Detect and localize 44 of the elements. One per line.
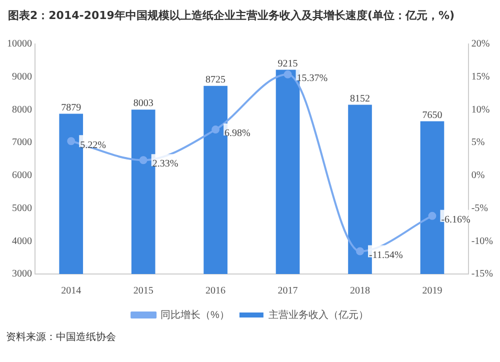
data-label: 2.33% [152,158,178,170]
y-tick-label: 4000 [12,236,32,247]
data-label: 8725 [206,74,226,86]
y-tick-label: 5000 [12,202,32,214]
legend-label: 同比增长（%） [160,308,230,321]
data-label: 6.98% [224,128,250,140]
point [67,137,76,146]
data-label: 9215 [278,58,298,70]
x-tick-label: 2015 [133,286,154,297]
y-tick-label: 10000 [7,38,32,50]
text: 资料来源：中国造纸协会 [5,330,117,344]
point [428,212,436,220]
point [212,126,220,134]
x-tick-label: 2017 [278,286,298,297]
data-label: -6.16% [441,214,470,226]
legend-label: 主营业务收入（亿元） [268,308,368,321]
x-tick-label: 2018 [350,286,370,297]
y-tick-label: 3000 [12,268,32,280]
point [356,247,364,256]
y-tick-label: 8000 [12,104,32,116]
data-label: 5.22% [80,140,106,151]
x-tick-label: 2014 [61,286,82,297]
data-label: 7879 [61,102,82,114]
y2-tick-label: 10% [471,104,490,116]
y2-tick-label: -15% [471,268,494,280]
y2-tick-label: 15% [471,71,490,82]
x-tick-label: 2016 [206,286,226,297]
y2-tick-label: 0% [471,170,485,182]
x-tick-label: 2019 [422,286,442,297]
data-label: -11.54% [369,250,403,261]
y2-tick-label: 20% [471,38,490,50]
y-tick-label: 9000 [12,71,32,82]
data-label: 7650 [422,110,442,121]
point [284,70,292,78]
chart-title: 图表2：2014-2019年中国规模以上造纸企业主营业务收入及其增长速度(单位：亿元，%) [7,8,456,24]
y2-tick-label: -10% [471,236,494,247]
data-label: 15.37% [296,73,328,84]
y2-tick-label: 5% [471,137,485,148]
data-label: 8152 [350,93,370,104]
point [139,156,148,164]
y2-tick-label: -5% [471,202,488,214]
data-label: 8003 [133,98,154,110]
y-tick-label: 7000 [12,137,32,148]
y-tick-label: 6000 [12,170,32,182]
